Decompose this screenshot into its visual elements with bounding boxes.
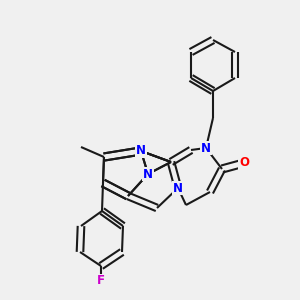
Text: N: N bbox=[201, 142, 211, 154]
Text: O: O bbox=[239, 157, 249, 169]
Text: F: F bbox=[97, 274, 105, 287]
Text: N: N bbox=[173, 182, 183, 194]
Text: N: N bbox=[136, 145, 146, 158]
Text: N: N bbox=[143, 167, 153, 181]
